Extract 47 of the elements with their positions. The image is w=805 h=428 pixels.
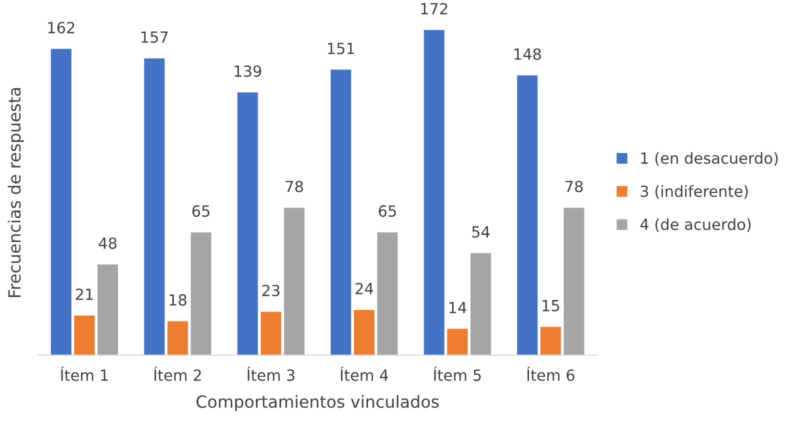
- data-label: 14: [449, 302, 466, 314]
- bar: [260, 312, 282, 356]
- data-label: 54: [472, 226, 490, 238]
- bar: [564, 208, 584, 356]
- legend-label: 3 (indiferente): [640, 185, 748, 199]
- data-label: 139: [234, 65, 262, 77]
- legend-label: 4 (de acuerdo): [640, 218, 751, 232]
- data-label: 148: [514, 48, 541, 60]
- data-label: 78: [286, 180, 303, 192]
- x-axis-title: Comportamientos vinculados: [196, 395, 439, 412]
- data-label: 65: [192, 205, 210, 217]
- data-label: 78: [566, 180, 583, 192]
- x-tick-label: Ítem 4: [340, 366, 388, 381]
- bar: [377, 232, 398, 356]
- bar: [74, 316, 95, 356]
- bar: [237, 92, 258, 356]
- bar: [167, 321, 188, 356]
- data-label: 151: [328, 42, 354, 54]
- x-tick-label: Ítem 3: [247, 366, 294, 381]
- bar: [284, 208, 305, 356]
- bar: [354, 310, 374, 356]
- x-tick-label: Ítem 6: [527, 366, 574, 381]
- legend-label: 1 (en desacuerdo): [641, 152, 778, 166]
- bar: [517, 75, 538, 356]
- bar: [447, 328, 468, 356]
- bar: [144, 58, 165, 356]
- bar: [540, 326, 561, 356]
- data-label: 21: [76, 288, 93, 300]
- data-label: 172: [421, 2, 448, 14]
- y-axis-title: Frecuencias de respuesta: [8, 88, 24, 297]
- data-label: 15: [542, 300, 560, 312]
- bar: [50, 48, 72, 356]
- data-label: 48: [98, 237, 116, 250]
- x-tick-label: Ítem 1: [60, 366, 108, 381]
- bar: [190, 232, 212, 356]
- data-label: 23: [262, 284, 280, 296]
- data-label: 157: [141, 32, 168, 43]
- bar: [424, 30, 444, 356]
- data-label: 162: [48, 22, 74, 34]
- x-tick-label: Ítem 5: [434, 366, 481, 381]
- x-tick-label: Ítem 2: [154, 366, 201, 381]
- bar: [330, 70, 352, 356]
- data-label: 65: [378, 205, 396, 217]
- data-label: 18: [170, 294, 186, 306]
- bar: [470, 253, 492, 356]
- bar: [98, 264, 118, 356]
- data-label: 24: [356, 282, 374, 294]
